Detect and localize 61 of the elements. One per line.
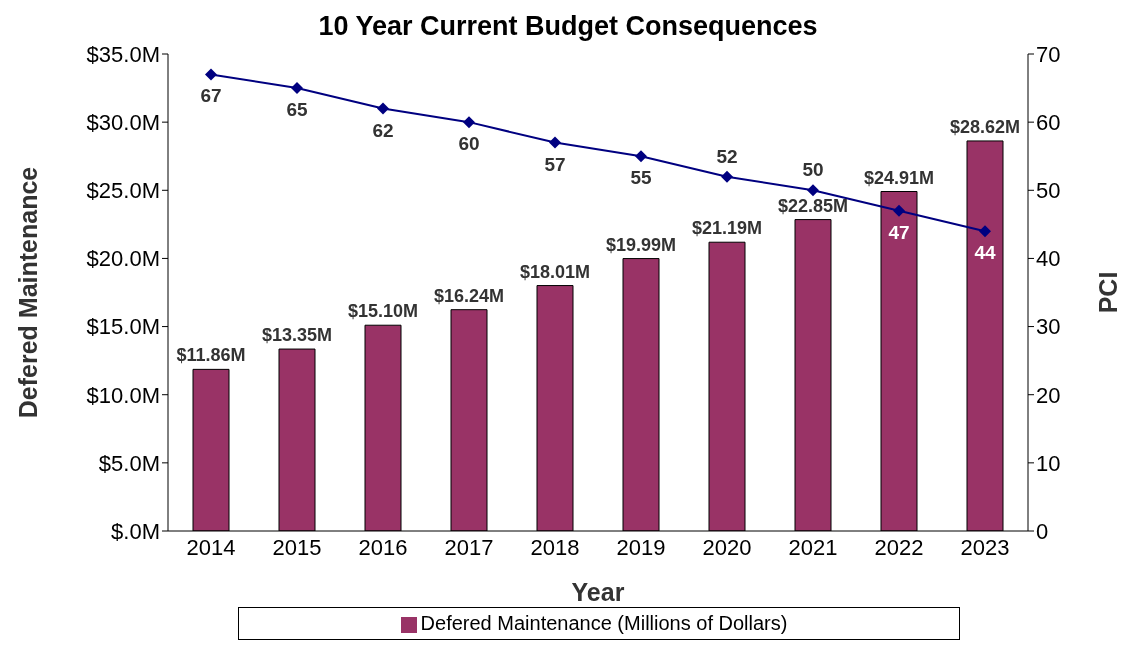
point [979, 225, 991, 238]
point [549, 136, 561, 149]
data-label: $21.19M [691, 218, 763, 239]
y2-axis-title: PCI [1093, 271, 1122, 314]
data-label: 55 [630, 167, 652, 189]
y2-tick-label: 20 [1036, 382, 1061, 408]
y2-tick-label: 40 [1036, 246, 1061, 272]
data-label: $24.91M [863, 167, 935, 188]
data-label: 62 [372, 119, 394, 141]
data-label: 65 [286, 99, 308, 121]
data-label: $22.85M [777, 195, 849, 216]
data-label: 57 [544, 153, 566, 175]
y2-tick-label: 60 [1036, 109, 1061, 135]
y2-tick-label: 50 [1036, 178, 1061, 204]
x-tick-label: 2023 [960, 534, 1010, 560]
point [291, 82, 303, 95]
data-label: 44 [974, 242, 996, 264]
y2-tick-label: 30 [1036, 314, 1061, 340]
data-label: $11.86M [176, 345, 246, 366]
x-tick-label: 2016 [358, 534, 408, 560]
point [721, 170, 733, 183]
y-tick-label: $20.0M [86, 246, 160, 272]
x-tick-label: 2019 [616, 534, 666, 560]
x-tick-label: 2022 [874, 534, 924, 560]
point [377, 102, 389, 115]
legend-label: Defered Maintenance (Millions of Dollars) [420, 612, 788, 634]
y-tick-label: $15.0M [86, 314, 160, 340]
data-label: $19.99M [605, 234, 677, 255]
y-tick-label: $.0M [111, 518, 160, 544]
chart-title: 10 Year Current Budget Consequences [318, 11, 818, 41]
data-label: 50 [802, 159, 824, 181]
y-tick-label: $25.0M [86, 178, 160, 204]
y-tick-label: $5.0M [98, 450, 160, 476]
point [635, 150, 647, 163]
y-tick-label: $10.0M [86, 382, 160, 408]
x-axis-title: Year [571, 578, 625, 606]
data-label: 52 [716, 145, 738, 167]
y2-tick-label: 10 [1036, 450, 1061, 476]
point [893, 204, 905, 217]
data-label: $15.10M [347, 301, 419, 322]
y2-tick-label: 0 [1036, 518, 1049, 544]
y-axis-title: Defered Maintenance [13, 166, 42, 419]
data-label: $16.24M [433, 285, 505, 306]
y-tick-label: $30.0M [86, 109, 160, 135]
point [463, 116, 475, 129]
y-tick-label: $35.0M [86, 41, 160, 67]
data-label: 67 [200, 85, 222, 107]
x-tick-label: 2020 [702, 534, 752, 560]
point [205, 68, 217, 81]
data-label: $28.62M [949, 116, 1021, 137]
x-tick-label: 2015 [272, 534, 322, 560]
x-tick-label: 2018 [530, 534, 580, 560]
data-label: 47 [888, 221, 910, 243]
x-tick-label: 2017 [444, 534, 494, 560]
data-label: 60 [458, 133, 480, 155]
data-label: $18.01M [519, 261, 591, 282]
y2-tick-label: 70 [1036, 41, 1061, 67]
data-label: $13.35M [261, 325, 333, 346]
x-tick-label: 2014 [186, 534, 236, 560]
point [807, 184, 819, 197]
x-tick-label: 2021 [788, 534, 838, 560]
